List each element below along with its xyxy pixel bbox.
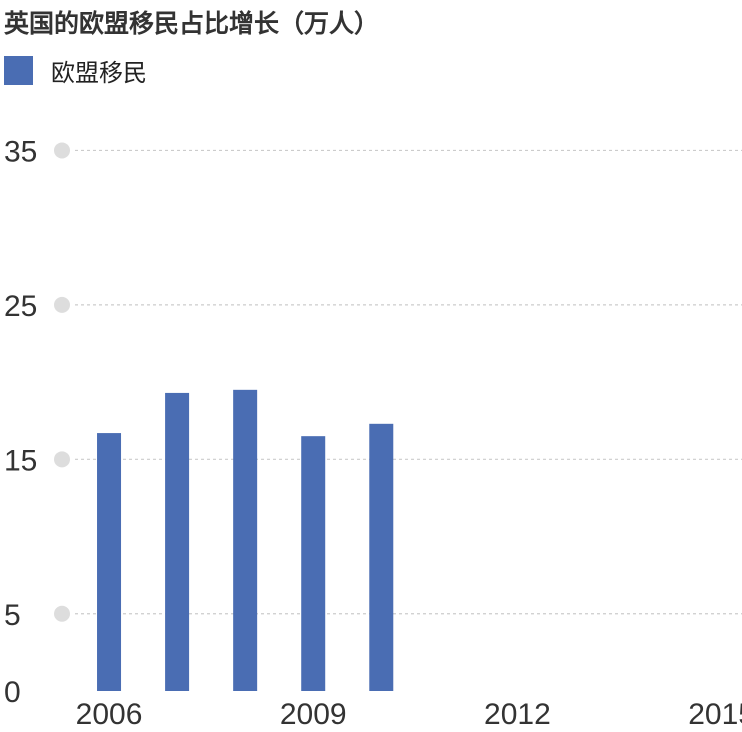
y-tick-label-15: 15 (4, 444, 37, 477)
y-tick-label-35: 35 (4, 135, 37, 168)
legend: 欧盟移民 (4, 53, 147, 88)
tick-dot-15 (54, 451, 70, 468)
x-tick-label-2009: 2009 (280, 698, 347, 731)
x-tick-label-2012: 2012 (484, 698, 551, 731)
y-tick-label-5: 5 (4, 599, 21, 632)
bar-2010 (369, 423, 394, 691)
legend-label: 欧盟移民 (51, 59, 147, 87)
tick-dot-25 (54, 296, 70, 313)
bar-2007 (165, 392, 190, 691)
bar-2008 (233, 389, 258, 691)
x-tick-label-2006: 2006 (76, 698, 143, 731)
tick-dot-35 (54, 142, 70, 159)
bar-2009 (301, 436, 326, 691)
bar-2006 (97, 433, 122, 691)
y-tick-label-25: 25 (4, 290, 37, 323)
x-tick-label-2015: 2015 (688, 698, 742, 731)
legend-swatch (4, 56, 33, 85)
y-tick-label-0: 0 (4, 676, 21, 709)
chart-title: 英国的欧盟移民占比增长（万人） (4, 9, 380, 38)
tick-dot-5 (54, 605, 70, 622)
